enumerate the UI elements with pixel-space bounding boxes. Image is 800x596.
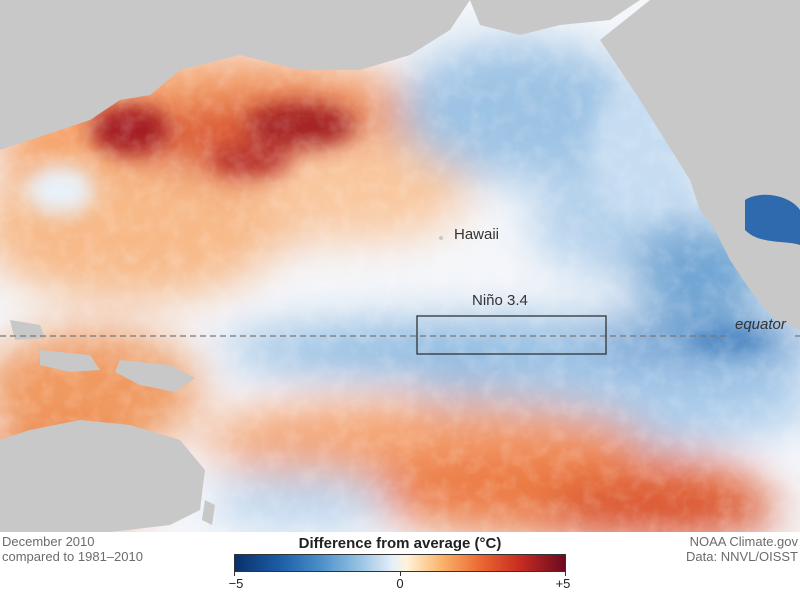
land bbox=[0, 0, 800, 532]
tick-label-max: +5 bbox=[555, 576, 571, 591]
equator-label: equator bbox=[735, 316, 786, 333]
map-canvas bbox=[0, 0, 800, 532]
date-line: December 2010 bbox=[2, 534, 95, 549]
nino-34-label: Niño 3.4 bbox=[472, 292, 528, 309]
date-caption: December 2010 compared to 1981–2010 bbox=[2, 534, 143, 564]
tick-label-min: −5 bbox=[228, 576, 244, 591]
legend-title: Difference from average (°C) bbox=[298, 535, 502, 552]
tick-label-mid: 0 bbox=[396, 576, 404, 591]
footer: December 2010 compared to 1981–2010 Diff… bbox=[0, 532, 800, 596]
hawaii-label: Hawaii bbox=[454, 226, 500, 243]
tick-mark-min bbox=[234, 572, 235, 576]
colorbar bbox=[234, 554, 566, 572]
tick-mark-mid bbox=[400, 572, 401, 576]
credit-caption: NOAA Climate.gov Data: NNVL/OISST bbox=[686, 534, 798, 564]
credit-data: Data: NNVL/OISST bbox=[686, 549, 798, 564]
sst-anomaly-map: Hawaii Niño 3.4 equator bbox=[0, 0, 800, 532]
baseline-line: compared to 1981–2010 bbox=[2, 549, 143, 564]
credit-source: NOAA Climate.gov bbox=[689, 534, 798, 549]
nino-34-box bbox=[416, 315, 607, 355]
tick-mark-max bbox=[565, 572, 566, 576]
